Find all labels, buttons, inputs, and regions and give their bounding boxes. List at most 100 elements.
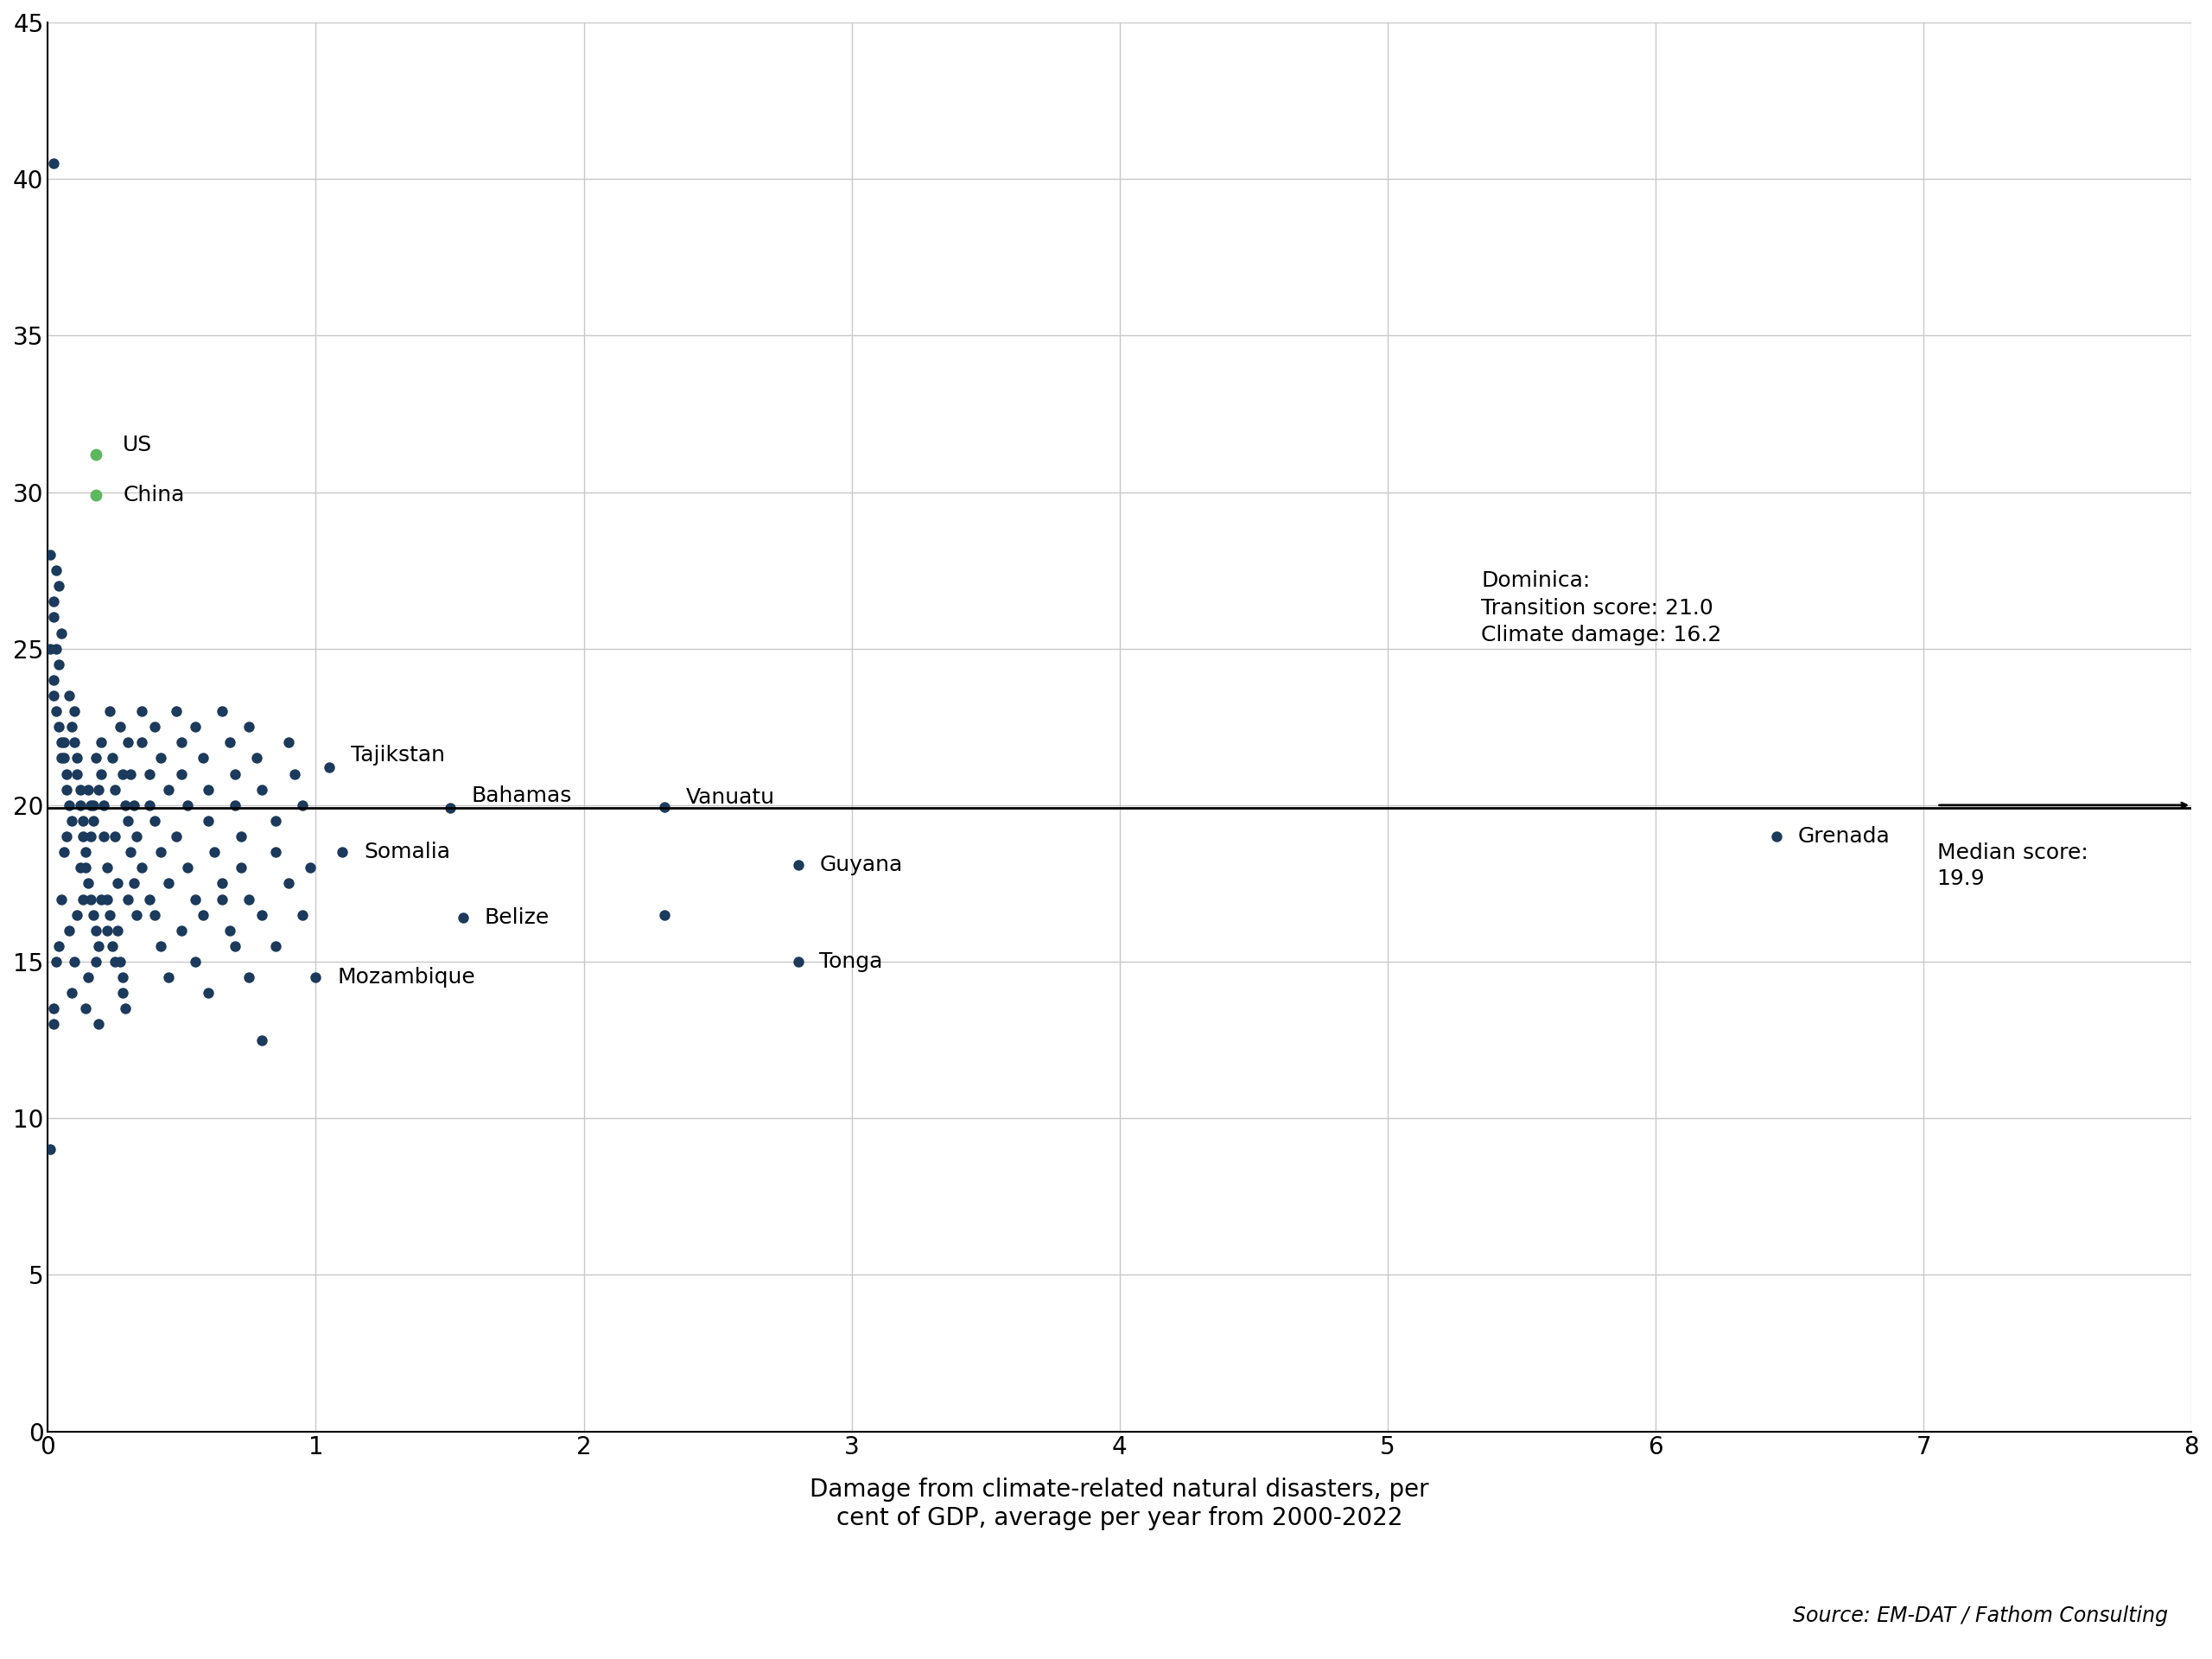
Point	[133, 886, 168, 912]
Point	[60, 901, 95, 927]
Point	[102, 713, 137, 740]
Point	[44, 620, 80, 647]
Point	[212, 917, 248, 944]
Point	[177, 949, 212, 975]
Point	[312, 755, 347, 781]
Point	[75, 791, 111, 818]
Point	[44, 730, 80, 757]
Point	[113, 839, 148, 866]
Point	[64, 808, 100, 834]
Point	[44, 886, 80, 912]
Point	[137, 808, 173, 834]
Point	[177, 886, 212, 912]
Text: US: US	[124, 435, 153, 456]
Point	[84, 730, 119, 757]
Text: Tonga: Tonga	[818, 951, 883, 972]
Text: Somalia: Somalia	[365, 841, 451, 863]
Point	[64, 886, 100, 912]
Point	[51, 791, 86, 818]
Point	[82, 776, 117, 803]
Point	[190, 980, 226, 1007]
Point	[133, 760, 168, 786]
Point	[49, 823, 84, 849]
Point	[60, 745, 95, 771]
Point	[272, 730, 307, 757]
Point	[781, 851, 816, 878]
Point	[223, 854, 259, 881]
Point	[40, 650, 75, 677]
Point	[62, 776, 97, 803]
Point	[230, 886, 265, 912]
Point	[62, 791, 97, 818]
Point	[106, 964, 142, 990]
Point	[35, 1010, 71, 1037]
Point	[646, 901, 681, 927]
Point	[239, 745, 274, 771]
Point	[144, 745, 179, 771]
Point	[177, 713, 212, 740]
Text: Mozambique: Mozambique	[336, 967, 476, 987]
Point	[223, 823, 259, 849]
Point	[217, 791, 252, 818]
Point	[111, 730, 146, 757]
Point	[197, 839, 232, 866]
Point	[111, 808, 146, 834]
Point	[212, 730, 248, 757]
Text: Guyana: Guyana	[818, 854, 902, 874]
Point	[95, 932, 131, 959]
Point	[115, 871, 150, 898]
Point	[204, 871, 239, 898]
Point	[40, 713, 75, 740]
Point	[82, 932, 117, 959]
Point	[35, 995, 71, 1022]
Point	[35, 667, 71, 693]
Point	[82, 1010, 117, 1037]
Point	[40, 932, 75, 959]
Point	[69, 854, 104, 881]
Point	[77, 483, 113, 509]
Point	[33, 541, 69, 567]
Point	[46, 745, 82, 771]
Point	[75, 808, 111, 834]
Point	[431, 795, 467, 821]
Point	[150, 871, 186, 898]
Text: Dominica:
Transition score: 21.0
Climate damage: 16.2: Dominica: Transition score: 21.0 Climate…	[1482, 571, 1721, 645]
Point	[97, 823, 133, 849]
Point	[217, 760, 252, 786]
Point	[1759, 823, 1794, 849]
Text: Grenada: Grenada	[1798, 826, 1889, 846]
Point	[119, 823, 155, 849]
Point	[137, 901, 173, 927]
Point	[292, 854, 327, 881]
Point	[113, 760, 148, 786]
Point	[115, 791, 150, 818]
Point	[259, 932, 294, 959]
Point	[35, 682, 71, 708]
Point	[164, 760, 199, 786]
Point	[164, 730, 199, 757]
Point	[97, 776, 133, 803]
Point	[246, 776, 281, 803]
Point	[35, 604, 71, 630]
Point	[646, 793, 681, 820]
Point	[71, 776, 106, 803]
Point	[285, 791, 321, 818]
Point	[170, 791, 206, 818]
Point	[170, 854, 206, 881]
Point	[88, 917, 124, 944]
Point	[95, 745, 131, 771]
Point	[73, 791, 108, 818]
Point	[325, 839, 361, 866]
Point	[69, 995, 104, 1022]
Point	[150, 776, 186, 803]
Point	[272, 871, 307, 898]
Point	[49, 760, 84, 786]
Point	[58, 730, 93, 757]
Point	[77, 441, 113, 468]
Point	[106, 980, 142, 1007]
Point	[445, 904, 480, 931]
Point	[102, 949, 137, 975]
X-axis label: Damage from climate-related natural disasters, per
cent of GDP, average per year: Damage from climate-related natural disa…	[810, 1478, 1429, 1530]
Point	[33, 635, 69, 662]
Point	[259, 808, 294, 834]
